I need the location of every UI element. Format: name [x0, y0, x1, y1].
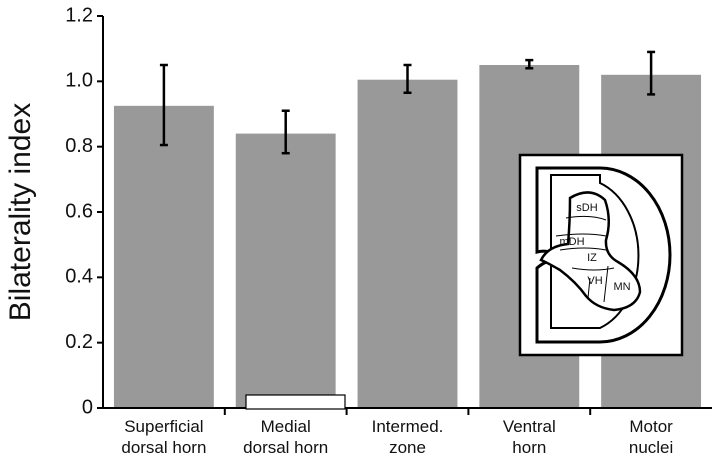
- error-bar: [403, 63, 412, 95]
- bar: [113, 105, 214, 408]
- overlay-box: [245, 394, 346, 410]
- y-tick-label: 0.2: [65, 331, 93, 353]
- inset-label: VH: [587, 275, 602, 287]
- x-tick-label: Motor nuclei: [629, 417, 673, 457]
- y-tick-label: 1.2: [65, 4, 93, 26]
- error-bar: [647, 50, 656, 96]
- cord-inner: [550, 174, 640, 329]
- lamina-lines: [555, 215, 615, 303]
- y-tick-label: 0.6: [65, 200, 93, 222]
- bar: [235, 133, 336, 408]
- inset: sDH mDH IZ VH MN: [518, 153, 684, 357]
- inset-label: IZ: [587, 252, 597, 264]
- x-tick-label: Intermed. zone: [372, 417, 444, 457]
- y-axis-label: Bilaterality index: [4, 103, 37, 321]
- plot: 0 0.2 0.4 0.6 0.8 1.0 1.2 Superficial dorsal hor…: [65, 4, 712, 457]
- y-tick-label: 0: [82, 396, 93, 418]
- x-tick-label: Medial dorsal horn: [243, 417, 328, 457]
- error-bar: [281, 109, 290, 155]
- inset-label: sDH: [576, 202, 597, 214]
- y-tick-label: 0.4: [65, 266, 93, 288]
- bar: [357, 79, 458, 408]
- y-tick-label: 0.8: [65, 135, 93, 157]
- x-tick-label: Ventral horn: [503, 417, 556, 457]
- gray-matter: [539, 191, 642, 312]
- error-bar: [525, 58, 534, 70]
- x-tick-label: Superficial dorsal horn: [121, 417, 206, 457]
- inset-label: mDH: [559, 236, 584, 248]
- y-tick-label: 1.0: [65, 70, 93, 92]
- error-bar: [159, 63, 168, 147]
- inset-label: MN: [613, 281, 630, 293]
